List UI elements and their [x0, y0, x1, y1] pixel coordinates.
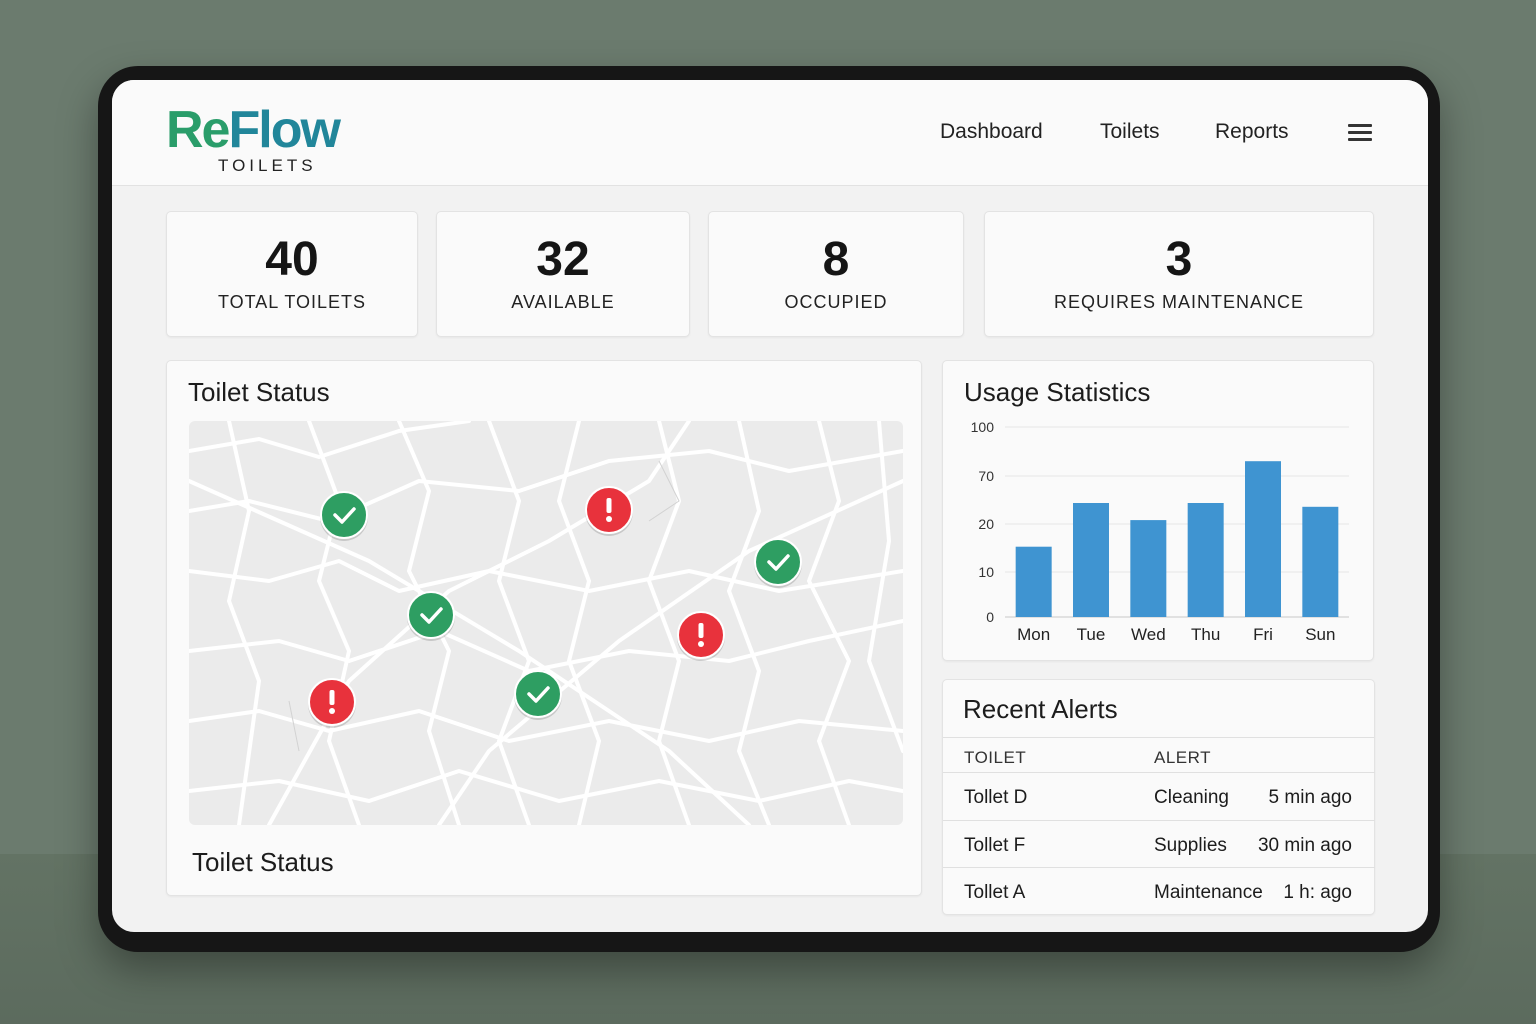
y-tick-label: 70	[978, 468, 994, 484]
x-tick-label: Thu	[1191, 625, 1220, 644]
alert-time: 1 h: ago	[1283, 882, 1352, 903]
pin-alert[interactable]	[585, 486, 633, 536]
alert-type: Cleaning	[1154, 787, 1229, 808]
header-bar: ReFlow TOILETS Dashboard Toilets Reports	[112, 80, 1428, 186]
chart-title: Usage Statistics	[964, 377, 1151, 407]
exclamation-icon	[329, 690, 335, 714]
y-tick-label: 0	[986, 609, 994, 625]
y-tick-label: 100	[971, 419, 995, 435]
alert-type: Supplies	[1154, 835, 1227, 856]
recent-alerts-panel: Recent Alerts TOILET ALERT Tollet D Clea…	[942, 679, 1375, 915]
x-tick-label: Tue	[1077, 625, 1106, 644]
alert-toilet-name: Tollet F	[964, 835, 1026, 856]
stat-label: OCCUPIED	[784, 292, 888, 312]
map-pins-layer	[308, 486, 802, 728]
exclamation-icon	[698, 623, 704, 647]
bar[interactable]	[1245, 461, 1281, 617]
logo-wordmark: ReFlow	[166, 101, 341, 159]
toilet-status-panel: Toilet Status	[166, 360, 922, 896]
pin-available[interactable]	[407, 591, 455, 641]
bar[interactable]	[1187, 503, 1224, 617]
y-tick-label: 10	[978, 564, 994, 580]
hamburger-menu-icon[interactable]	[1348, 124, 1372, 144]
exclamation-icon	[606, 498, 612, 522]
alert-type: Maintenance	[1154, 882, 1263, 903]
nav-reports[interactable]: Reports	[1215, 120, 1289, 143]
stat-label: AVAILABLE	[511, 292, 615, 312]
bar[interactable]	[1130, 520, 1167, 617]
pin-available[interactable]	[320, 491, 368, 541]
nav-dashboard[interactable]: Dashboard	[940, 120, 1043, 143]
x-tick-label: Sun	[1305, 625, 1335, 644]
stat-card-total: 40 TOTAL TOILETS	[166, 211, 418, 337]
panel-title: Toilet Status	[188, 377, 330, 407]
stat-value: 40	[265, 233, 319, 286]
stat-card-occupied: 8 OCCUPIED	[708, 211, 964, 337]
pin-alert[interactable]	[308, 678, 356, 728]
alerts-title: Recent Alerts	[963, 694, 1118, 724]
column-header-alert: ALERT	[1154, 748, 1211, 767]
bar[interactable]	[1073, 503, 1109, 617]
dashboard-screen: ReFlow TOILETS Dashboard Toilets Reports…	[112, 80, 1428, 932]
stat-card-maintenance: 3 REQUIRES MAINTENANCE	[984, 211, 1374, 337]
bar[interactable]	[1302, 506, 1339, 617]
logo-subtitle: TOILETS	[218, 156, 317, 175]
stat-value: 3	[1165, 233, 1193, 286]
usage-statistics-panel: Usage Statistics 100 70 20 10 0 Mon Tue Wed Thu F…	[942, 360, 1374, 661]
map-streets	[189, 421, 903, 825]
stat-value: 8	[822, 233, 850, 286]
stat-label: TOTAL TOILETS	[217, 292, 367, 312]
x-tick-label: Wed	[1131, 625, 1166, 644]
alert-time: 30 min ago	[1257, 835, 1352, 856]
check-icon	[420, 607, 443, 624]
alert-toilet-name: Tollet A	[964, 882, 1026, 903]
alert-time: 5 min ago	[1268, 787, 1352, 808]
brand-logo[interactable]: ReFlow TOILETS	[166, 101, 341, 175]
bar[interactable]	[1015, 546, 1052, 617]
toilet-map[interactable]	[189, 421, 903, 825]
x-tick-label: Mon	[1017, 625, 1050, 644]
alert-row[interactable]: Tollet F Supplies 30 min ago	[943, 820, 1375, 868]
stat-value: 32	[536, 233, 590, 286]
check-icon	[767, 554, 790, 571]
stat-card-available: 32 AVAILABLE	[436, 211, 690, 337]
pin-available[interactable]	[514, 670, 562, 720]
alert-toilet-name: Tollet D	[964, 787, 1028, 808]
alert-row[interactable]: Tollet A Maintenance 1 h: ago	[943, 867, 1375, 915]
pin-alert[interactable]	[677, 611, 725, 661]
x-tick-label: Fri	[1253, 625, 1273, 644]
column-header-toilet: TOILET	[964, 748, 1027, 767]
nav-toilets[interactable]: Toilets	[1100, 120, 1160, 143]
divider	[943, 737, 1374, 738]
pin-available[interactable]	[754, 538, 802, 588]
map-caption: Toilet Status	[192, 847, 334, 877]
y-tick-label: 20	[978, 516, 994, 532]
check-icon	[527, 686, 550, 703]
check-icon	[333, 507, 356, 524]
stat-label: REQUIRES MAINTENANCE	[1053, 292, 1305, 312]
alert-row[interactable]: Tollet D Cleaning 5 min ago	[943, 772, 1375, 820]
